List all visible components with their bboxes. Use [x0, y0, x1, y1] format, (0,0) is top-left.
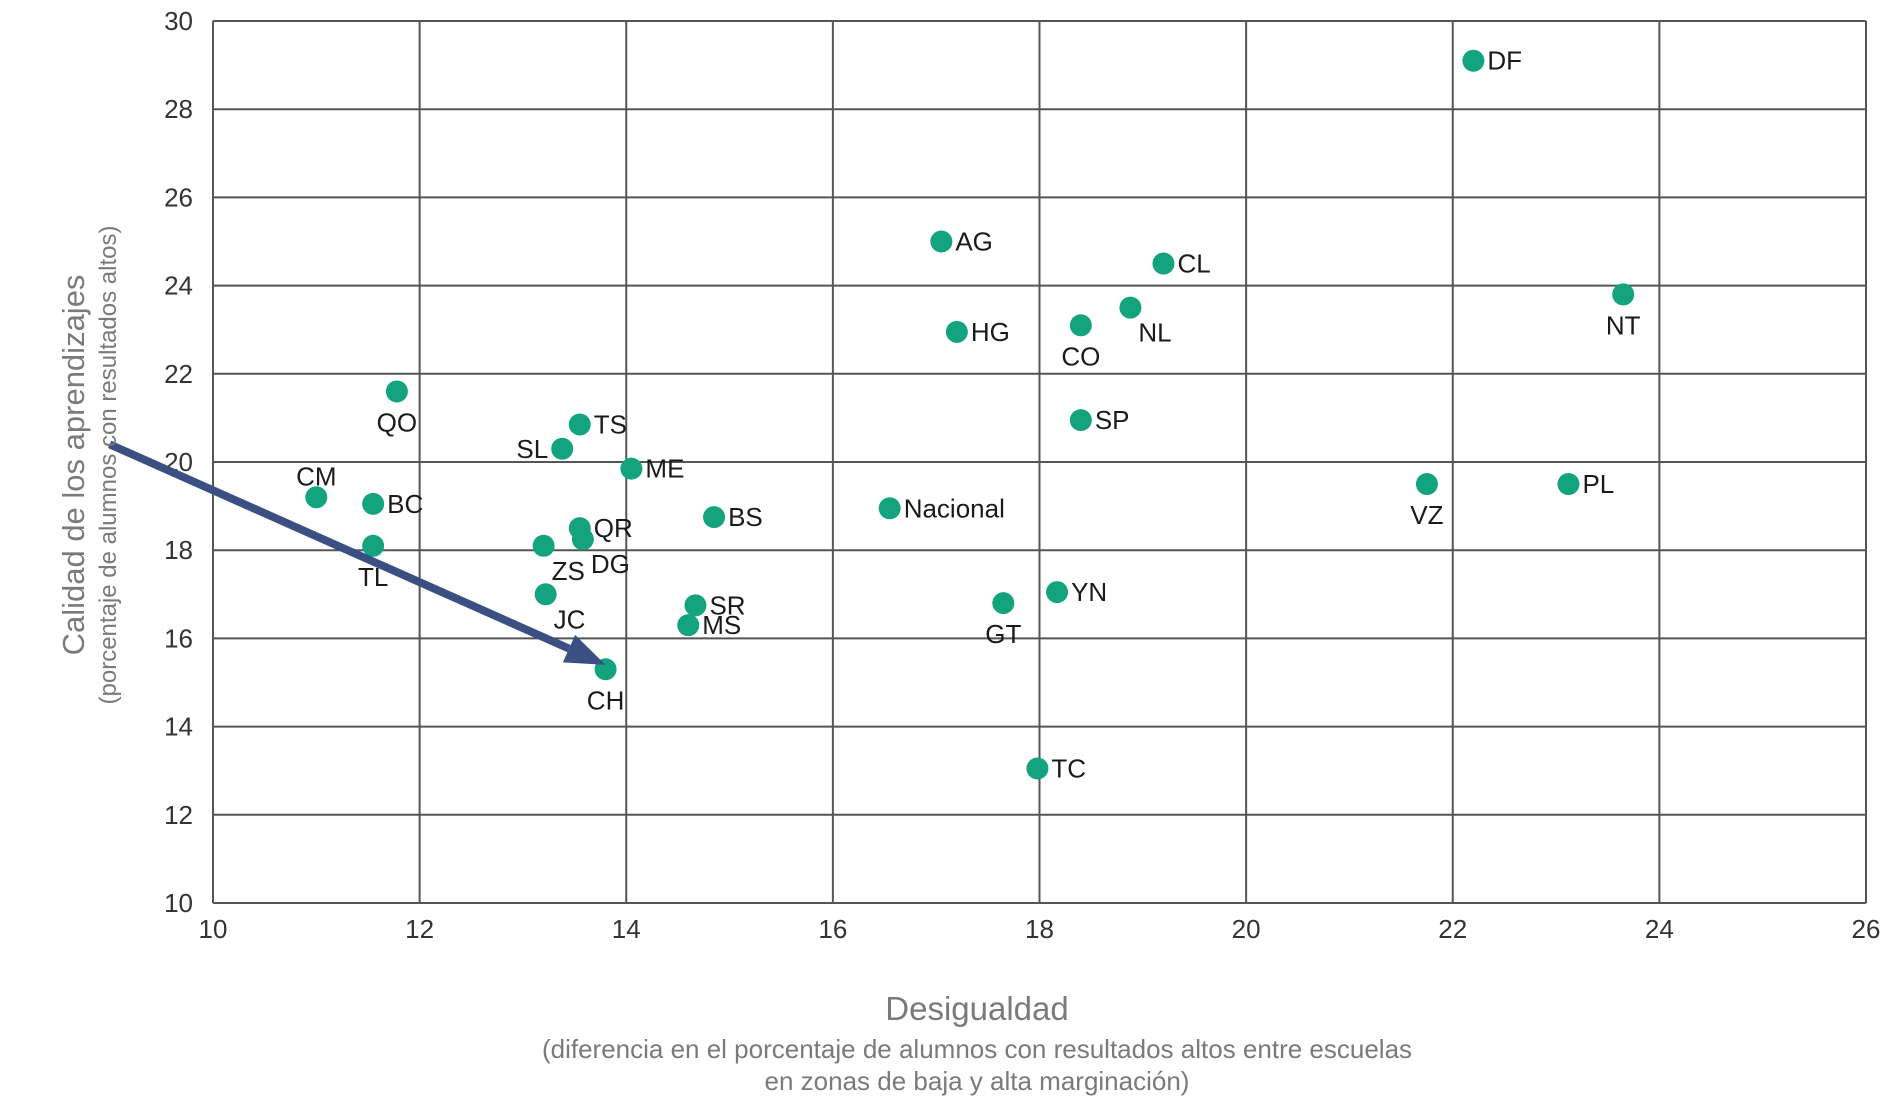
point-label-qo: QO [377, 407, 417, 437]
point-label-ag: AG [955, 227, 993, 257]
x-axis-subtitle-line-2: en zonas de baja y alta marginación) [765, 1066, 1190, 1096]
point-label-qr: QR [594, 513, 633, 543]
data-point-ts [568, 413, 591, 436]
point-label-bc: BC [387, 489, 423, 519]
arrow-annotation [108, 440, 606, 665]
point-label-co: CO [1061, 341, 1100, 371]
data-point-tc [1026, 757, 1049, 780]
y-tick-label: 18 [164, 535, 193, 565]
data-point-co [1069, 314, 1092, 337]
data-point-zs [532, 534, 555, 557]
point-label-cm: CM [296, 461, 336, 491]
point-label-vz: VZ [1410, 500, 1443, 530]
y-tick-label: 26 [164, 182, 193, 212]
data-point-bc [362, 492, 385, 515]
y-tick-label: 30 [164, 6, 193, 36]
x-tick-label: 20 [1232, 914, 1261, 944]
y-tick-label: 24 [164, 271, 193, 301]
y-tick-label: 28 [164, 94, 193, 124]
x-tick-label: 12 [405, 914, 434, 944]
data-point-hg [945, 320, 968, 343]
point-label-tc: TC [1051, 753, 1086, 783]
point-label-sl: SL [516, 434, 548, 464]
data-point-nl [1119, 296, 1142, 319]
x-axis-subtitle-line-1: (diferencia en el porcentaje de alumnos … [542, 1034, 1412, 1064]
point-label-nl: NL [1138, 318, 1171, 348]
y-tick-label: 12 [164, 800, 193, 830]
point-label-gt: GT [985, 619, 1021, 649]
arrow-shaft [108, 440, 571, 653]
x-tick-label: 24 [1645, 914, 1674, 944]
y-axis-title: Calidad de los aprendizajes [56, 275, 91, 656]
x-tick-label: 16 [818, 914, 847, 944]
point-label-ch: CH [587, 685, 625, 715]
data-point-qo [385, 380, 408, 403]
point-label-me: ME [645, 454, 684, 484]
y-tick-label: 22 [164, 359, 193, 389]
data-point-cl [1152, 252, 1175, 275]
data-point-df [1462, 49, 1485, 72]
x-tick-label: 26 [1852, 914, 1881, 944]
x-tick-label: 10 [199, 914, 228, 944]
y-tick-label: 10 [164, 888, 193, 918]
point-label-df: DF [1487, 46, 1522, 76]
data-point-bs [703, 506, 726, 529]
x-axis-title: Desigualdad [885, 990, 1068, 1027]
data-point-dg [571, 528, 594, 551]
point-label-pl: PL [1582, 469, 1614, 499]
data-point-sr [684, 594, 707, 617]
point-label-cl: CL [1177, 249, 1210, 279]
point-labels: DF AG CL NT HG CO NL QO SP TS SL ME VZ PL CM BC Nacional… [296, 46, 1641, 784]
point-label-sp: SP [1095, 405, 1130, 435]
point-label-zs: ZS [552, 556, 585, 586]
data-point-vz [1415, 473, 1438, 496]
y-tick-label: 14 [164, 712, 193, 742]
point-label-ms: MS [702, 610, 741, 640]
point-label-hg: HG [971, 317, 1010, 347]
x-tick-labels: 10 12 14 16 18 20 22 24 26 [199, 914, 1881, 944]
point-label-ts: TS [594, 410, 627, 440]
point-label-nt: NT [1606, 310, 1641, 340]
data-point-gt [992, 592, 1015, 615]
data-point-jc [534, 583, 557, 606]
point-label-nacional: Nacional [904, 493, 1005, 523]
data-point-nacional [878, 497, 901, 520]
data-point-ms [677, 614, 700, 637]
point-label-jc: JC [554, 604, 586, 634]
x-tick-label: 18 [1025, 914, 1054, 944]
y-axis-subtitle: (porcentaje de alumnos con resultados al… [95, 226, 122, 705]
data-point-tl [362, 534, 385, 557]
data-point-sl [551, 437, 574, 460]
x-tick-label: 14 [612, 914, 641, 944]
data-point-me [620, 457, 643, 480]
point-label-dg: DG [591, 549, 630, 579]
y-tick-label: 16 [164, 623, 193, 653]
data-point-cm [305, 486, 328, 509]
data-point-pl [1557, 473, 1580, 496]
arrow-head [562, 634, 606, 665]
data-points [305, 49, 1635, 780]
point-label-yn: YN [1071, 577, 1107, 607]
point-label-sr: SR [709, 590, 745, 620]
data-point-nt [1612, 283, 1635, 306]
data-point-sp [1069, 409, 1092, 432]
data-point-yn [1046, 581, 1069, 604]
x-tick-label: 22 [1438, 914, 1467, 944]
data-point-ag [930, 230, 953, 253]
point-label-bs: BS [728, 502, 763, 532]
